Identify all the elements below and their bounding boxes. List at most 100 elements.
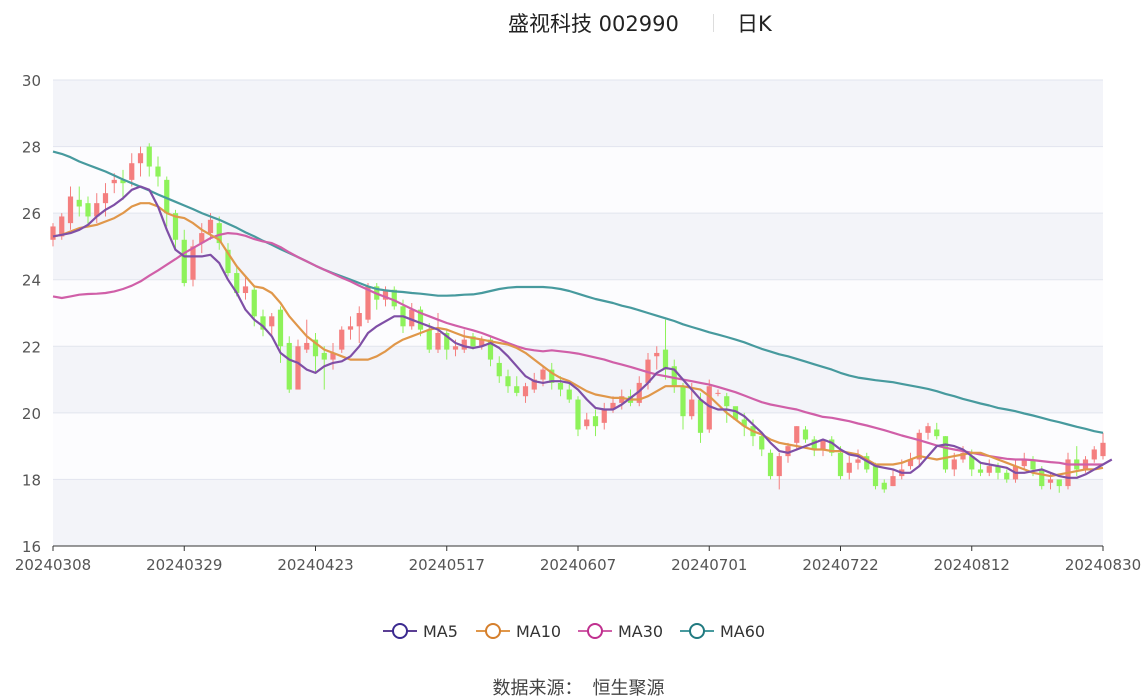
y-tick-label: 16 <box>22 538 41 556</box>
x-tick-label: 20240722 <box>802 556 878 574</box>
candle-body <box>435 332 441 350</box>
candle-body <box>514 386 520 393</box>
candle <box>654 346 660 370</box>
candle-body <box>540 369 546 380</box>
candle-body <box>829 439 835 453</box>
candle <box>864 452 870 473</box>
candle <box>820 439 826 457</box>
band-22 <box>53 279 1103 347</box>
candle <box>137 146 144 177</box>
candle-body <box>417 309 424 330</box>
legend-item-ma30[interactable]: MA30 <box>578 620 663 642</box>
candle-body <box>767 452 774 477</box>
candle-body <box>636 382 642 403</box>
candle-body <box>190 246 196 280</box>
candle-body <box>1021 459 1027 467</box>
candle-body <box>706 386 712 430</box>
candle <box>942 436 949 473</box>
y-tick-label: 24 <box>22 272 41 290</box>
candle-body <box>277 309 284 347</box>
candle <box>50 223 56 247</box>
candle-body <box>1004 472 1010 480</box>
candle-body <box>225 249 231 274</box>
x-tick-label: 20240423 <box>277 556 353 574</box>
candle-body <box>881 482 887 490</box>
candle-body <box>1056 479 1062 487</box>
x-tick-label: 20240517 <box>409 556 485 574</box>
legend-item-ma10[interactable]: MA10 <box>476 620 561 642</box>
candle <box>619 389 625 410</box>
legend-item-ma60[interactable]: MA60 <box>680 620 765 642</box>
candle-body <box>382 289 389 300</box>
candle-body <box>820 439 826 450</box>
candle <box>662 319 669 380</box>
candle <box>514 376 520 397</box>
candle-body <box>1091 449 1097 460</box>
candle <box>94 193 100 224</box>
candle <box>855 449 861 470</box>
legend-label-ma30: MA30 <box>618 621 664 641</box>
source-label: 数据来源： <box>492 678 583 699</box>
y-tick-label: 30 <box>22 72 41 90</box>
ma-lines <box>52 150 1113 479</box>
candle-body <box>802 429 809 440</box>
band-16 <box>53 479 1103 546</box>
candle-body <box>269 316 275 327</box>
candle <box>409 303 415 330</box>
candle <box>776 452 782 490</box>
x-tick-label: 20240812 <box>934 556 1010 574</box>
candle <box>496 356 502 383</box>
candle <box>522 382 529 403</box>
candle-body <box>662 349 669 370</box>
candle-body <box>67 196 74 224</box>
candle-body <box>575 399 581 430</box>
legend-label-ma60: MA60 <box>720 621 766 641</box>
candle-body <box>137 153 144 164</box>
candle-body <box>172 213 179 240</box>
candle <box>697 392 704 443</box>
candle <box>881 479 887 493</box>
candle-body <box>689 399 695 417</box>
y-axis-ticks: 16 18 20 22 24 26 28 30 <box>22 72 41 556</box>
ma30-legend-icon <box>578 622 612 640</box>
candle <box>417 306 424 337</box>
candle-body <box>715 392 721 394</box>
candle-body <box>181 239 187 284</box>
ma5-line <box>52 185 1113 479</box>
x-tick-label: 20240701 <box>671 556 747 574</box>
legend-item-ma5[interactable]: MA5 <box>383 620 458 642</box>
candle-body <box>759 436 765 450</box>
candle <box>199 223 205 254</box>
candle-body <box>846 462 852 473</box>
candle-body <box>907 459 914 467</box>
candle-body <box>295 346 301 390</box>
candle-body <box>811 439 817 450</box>
y-tick-label: 18 <box>22 471 41 489</box>
title-separator <box>713 14 714 32</box>
y-tick-label: 22 <box>22 338 41 356</box>
candle <box>120 169 126 200</box>
candle-body <box>671 366 677 387</box>
candle-body <box>864 456 870 470</box>
candle-body <box>50 226 56 240</box>
candle-body <box>76 199 82 207</box>
ma5-legend-icon <box>383 622 417 640</box>
candle-body <box>146 146 152 167</box>
candle <box>76 186 82 217</box>
candle <box>1056 479 1062 493</box>
candle <box>575 396 581 437</box>
candle-body <box>732 406 739 420</box>
x-tick-label: 20240607 <box>540 556 616 574</box>
candle <box>391 286 397 310</box>
candle-body <box>916 432 922 460</box>
candle <box>242 276 249 300</box>
candle-body <box>741 419 747 427</box>
candle <box>671 359 677 393</box>
candle-body <box>872 466 879 487</box>
candle-body <box>111 179 117 184</box>
candle <box>321 346 327 390</box>
candle-body <box>234 273 240 294</box>
candle <box>584 412 590 430</box>
candle-body <box>496 362 502 377</box>
candle-body <box>260 316 266 330</box>
